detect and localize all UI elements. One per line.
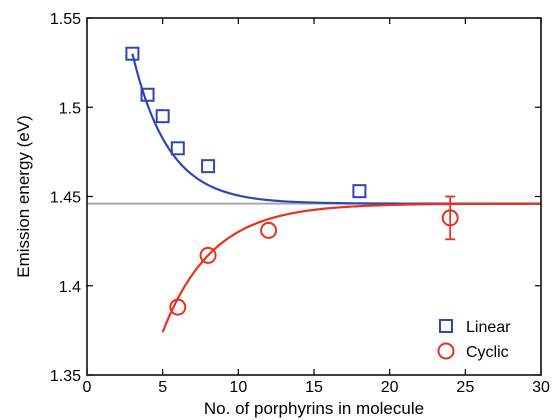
- y-tick-label: 1.35: [50, 368, 81, 385]
- y-axis: 1.35 1.4 1.45 1.5 1.55: [50, 11, 541, 385]
- data-point-linear: [140, 87, 155, 102]
- data-point-linear: [155, 109, 170, 124]
- x-tick-label: 20: [381, 379, 399, 396]
- fit-curve-linear: [131, 53, 541, 205]
- x-tick-label: 15: [305, 379, 323, 396]
- data-points: [125, 46, 459, 316]
- legend: Linear Cyclic: [437, 319, 511, 361]
- x-tick-label: 10: [229, 379, 247, 396]
- y-tick-label: 1.55: [50, 11, 81, 28]
- x-tick-label: 25: [456, 379, 474, 396]
- fit-curve-cyclic: [161, 202, 541, 333]
- y-tick-label: 1.5: [59, 100, 81, 117]
- data-point-cyclic: [169, 298, 187, 316]
- legend-marker-cyclic: [437, 342, 455, 360]
- data-point-linear: [201, 159, 216, 174]
- data-point-linear: [170, 141, 185, 156]
- x-tick-label: 30: [532, 379, 550, 396]
- x-tick-label: 5: [158, 379, 167, 396]
- data-point-cyclic: [199, 246, 217, 264]
- y-axis-title: Emission energy (eV): [14, 115, 33, 278]
- data-point-cyclic: [441, 209, 459, 227]
- x-axis-title: No. of porphyrins in molecule: [204, 399, 424, 418]
- data-point-linear: [352, 184, 367, 199]
- y-tick-label: 1.45: [50, 190, 81, 207]
- legend-marker-linear: [439, 319, 453, 333]
- x-tick-label: 0: [83, 379, 92, 396]
- y-tick-label: 1.4: [59, 279, 81, 296]
- data-point-linear: [125, 46, 140, 61]
- legend-label-linear: Linear: [466, 319, 511, 336]
- data-point-cyclic: [260, 221, 278, 239]
- legend-label-cyclic: Cyclic: [466, 344, 509, 361]
- fit-curves: [131, 53, 541, 333]
- x-axis: 0 5 10 15 20 25 30: [83, 18, 550, 396]
